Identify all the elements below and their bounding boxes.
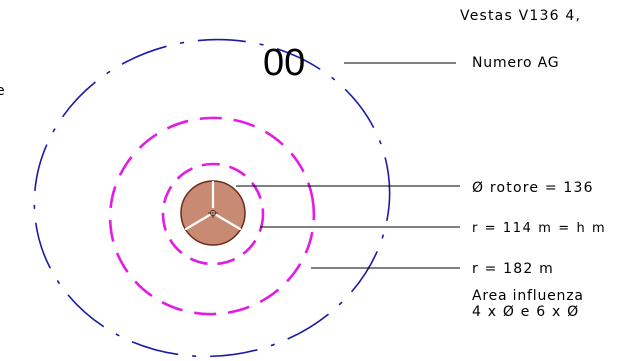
radius-182-circle <box>108 116 316 316</box>
rotor-blades <box>184 180 242 231</box>
area-formula: 4 x Ø e 6 x Ø <box>472 304 579 320</box>
area-label: Area influenza <box>472 288 584 304</box>
radius-114-circle <box>161 162 265 266</box>
left-edge-label: e <box>0 83 5 99</box>
model-label: Vestas V136 4, <box>460 8 581 24</box>
numero-label: Numero AG <box>472 55 559 71</box>
turbine-number: 00 <box>263 42 305 84</box>
outer-influence-circle <box>33 38 391 358</box>
radius-182-label: r = 182 m <box>472 261 554 277</box>
radius-hub-label: r = 114 m = h m <box>472 221 606 236</box>
rotor-diameter-label: Ø rotore = 136 <box>472 180 594 196</box>
